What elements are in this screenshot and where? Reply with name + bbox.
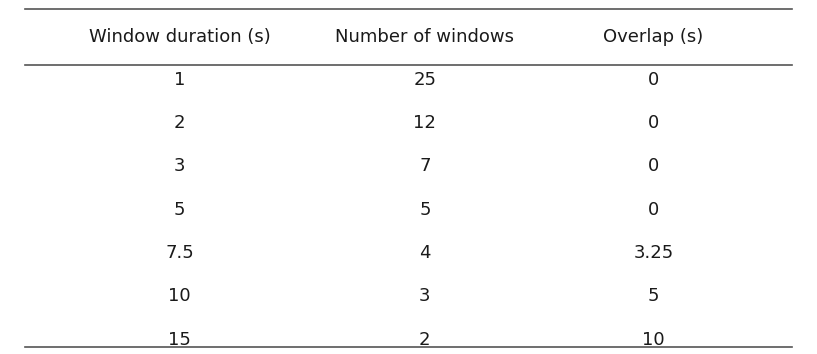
- Text: 5: 5: [174, 201, 185, 219]
- Text: 10: 10: [642, 331, 665, 349]
- Text: 1: 1: [174, 71, 185, 88]
- Text: 7.5: 7.5: [165, 244, 194, 262]
- Text: 2: 2: [174, 114, 185, 132]
- Text: 0: 0: [648, 158, 659, 175]
- Text: 3: 3: [174, 158, 185, 175]
- Text: 0: 0: [648, 71, 659, 88]
- Text: 0: 0: [648, 201, 659, 219]
- Text: 15: 15: [168, 331, 191, 349]
- Text: 5: 5: [419, 201, 431, 219]
- Text: 10: 10: [168, 287, 191, 306]
- Text: Overlap (s): Overlap (s): [604, 28, 703, 46]
- Text: 7: 7: [419, 158, 431, 175]
- Text: Number of windows: Number of windows: [335, 28, 515, 46]
- Text: 0: 0: [648, 114, 659, 132]
- Text: 5: 5: [648, 287, 659, 306]
- Text: Window duration (s): Window duration (s): [89, 28, 270, 46]
- Text: 25: 25: [413, 71, 436, 88]
- Text: 2: 2: [419, 331, 431, 349]
- Text: 3: 3: [419, 287, 431, 306]
- Text: 12: 12: [413, 114, 436, 132]
- Text: 4: 4: [419, 244, 431, 262]
- Text: 3.25: 3.25: [633, 244, 674, 262]
